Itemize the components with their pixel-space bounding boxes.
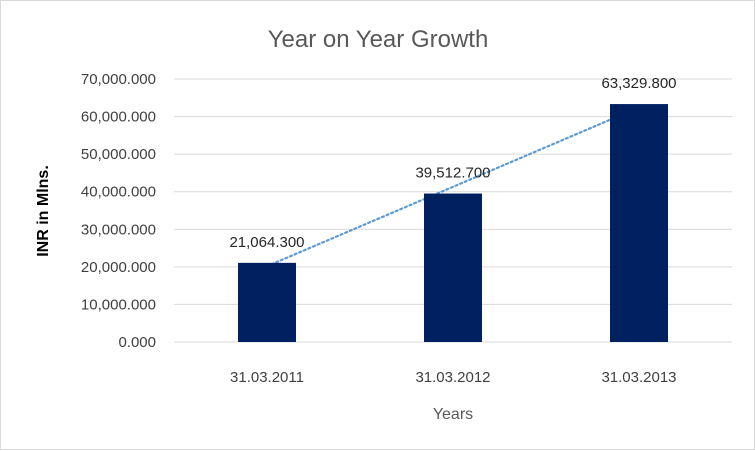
y-tick-label: 50,000.000: [81, 146, 156, 163]
y-tick-label: 20,000.000: [81, 259, 156, 276]
x-axis-title: Years: [433, 406, 473, 423]
y-tick-label: 70,000.000: [81, 71, 156, 88]
x-category-label: 31.03.2011: [230, 369, 304, 386]
y-tick-label: 0.000: [118, 334, 156, 351]
y-tick-label: 60,000.000: [81, 109, 156, 126]
trendline: [265, 106, 641, 268]
bar: [424, 193, 482, 342]
x-axis-categories: 31.03.2011 31.03.2012 31.03.2013: [230, 369, 677, 386]
bars: [238, 104, 668, 342]
bar: [610, 104, 668, 342]
chart-title: Year on Year Growth: [268, 26, 489, 53]
x-category-label: 31.03.2013: [601, 369, 676, 386]
bar: [238, 262, 296, 342]
data-label: 21,064.300: [229, 234, 304, 251]
y-axis-title: INR in Mlns.: [35, 165, 52, 257]
data-label: 63,329.800: [601, 75, 676, 92]
data-labels: 21,064.300 39,512.700 63,329.800: [229, 75, 676, 251]
y-axis-ticks: 0.000 10,000.000 20,000.000 30,000.000 40,00…: [81, 71, 156, 351]
y-tick-label: 30,000.000: [81, 221, 156, 238]
trendline-layer: [265, 106, 641, 268]
y-tick-label: 10,000.000: [81, 296, 156, 313]
x-category-label: 31.03.2012: [415, 369, 490, 386]
y-tick-label: 40,000.000: [81, 184, 156, 201]
data-label: 39,512.700: [415, 165, 490, 182]
